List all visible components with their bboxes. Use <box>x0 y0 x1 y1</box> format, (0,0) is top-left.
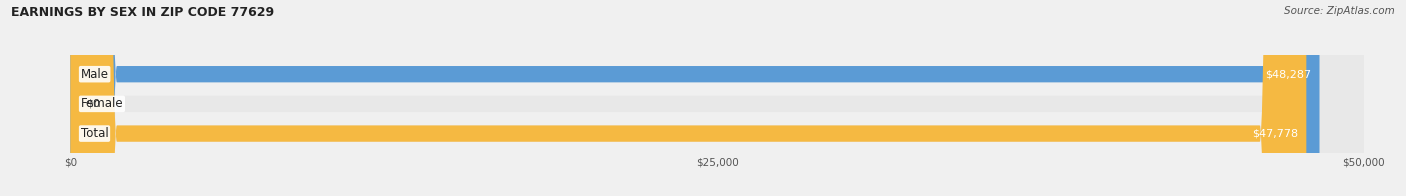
FancyBboxPatch shape <box>70 0 1364 196</box>
FancyBboxPatch shape <box>70 0 1319 196</box>
Text: $0: $0 <box>86 99 100 109</box>
FancyBboxPatch shape <box>70 0 1364 196</box>
Text: $47,778: $47,778 <box>1253 129 1299 139</box>
Text: Total: Total <box>80 127 108 140</box>
Text: Female: Female <box>80 97 124 110</box>
Text: Male: Male <box>80 68 108 81</box>
FancyBboxPatch shape <box>70 0 1364 196</box>
Text: $48,287: $48,287 <box>1265 69 1312 79</box>
Text: Source: ZipAtlas.com: Source: ZipAtlas.com <box>1284 6 1395 16</box>
FancyBboxPatch shape <box>70 0 1306 196</box>
Text: EARNINGS BY SEX IN ZIP CODE 77629: EARNINGS BY SEX IN ZIP CODE 77629 <box>11 6 274 19</box>
